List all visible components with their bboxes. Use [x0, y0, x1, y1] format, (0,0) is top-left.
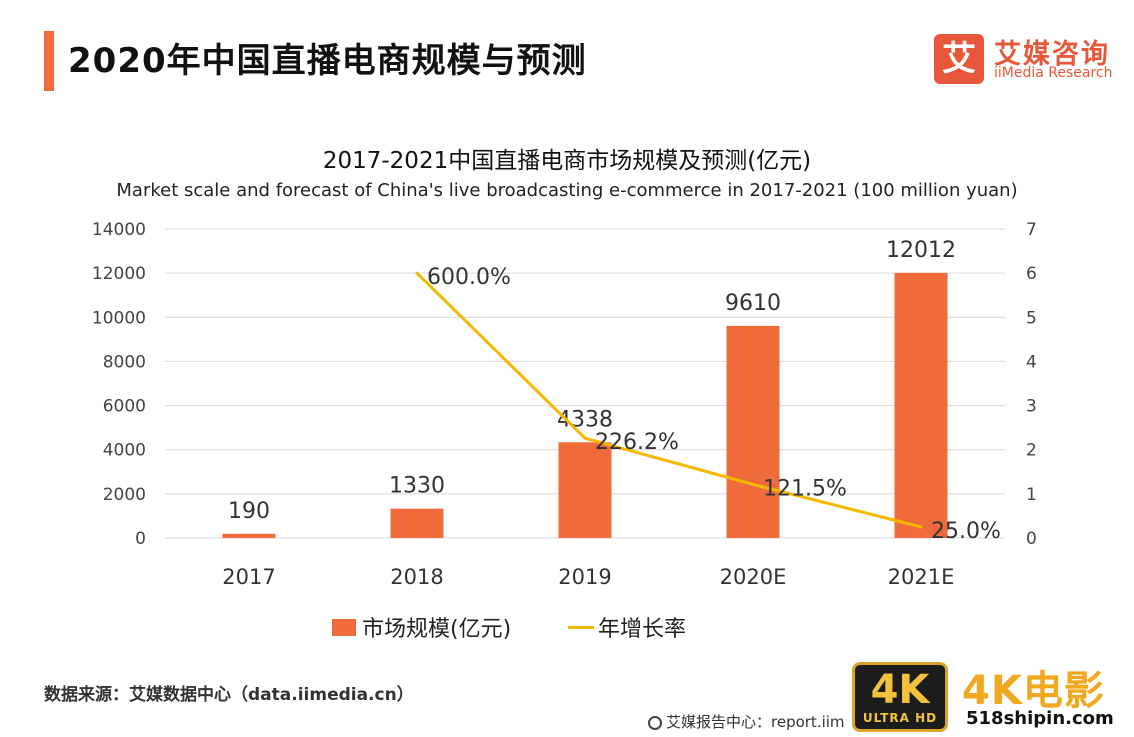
growth-rate-point: [415, 271, 419, 275]
logo-cn-text: 艾媒咨询: [994, 39, 1110, 70]
growth-rate-label: 25.0%: [931, 519, 1001, 544]
y-right-tick-label: 4: [1026, 352, 1037, 372]
y-right-tick-label: 3: [1026, 397, 1037, 417]
y-right-tick-label: 0: [1026, 529, 1037, 549]
growth-rate-point: [751, 482, 755, 486]
legend-line-swatch: [568, 626, 594, 629]
y-right-tick-label: 7: [1026, 220, 1037, 240]
watermark-brand: 4K电影: [962, 668, 1105, 714]
bar: [894, 272, 948, 538]
bar-value-label: 1330: [389, 474, 445, 499]
x-tick-label: 2018: [390, 565, 443, 589]
x-tick-label: 2020E: [720, 565, 787, 589]
logo-mark: 艾: [942, 39, 976, 79]
watermark-badge-top: 4K: [870, 667, 930, 713]
legend-line-label: 年增长率: [598, 617, 687, 642]
bar-value-label: 9610: [725, 291, 781, 316]
logo-en-text: iiMedia Research: [994, 65, 1113, 81]
bar: [390, 508, 444, 538]
y-right-tick-label: 6: [1026, 264, 1037, 284]
bar: [222, 533, 276, 538]
watermark-badge: 4K ULTRA HD: [852, 662, 948, 732]
data-source: 数据来源：艾媒数据中心（data.iimedia.cn）: [44, 685, 414, 705]
growth-rate-point: [583, 436, 587, 440]
footer-source-text: 艾媒报告中心：report.iim: [666, 713, 845, 731]
y-left-tick-label: 0: [135, 529, 146, 549]
y-left-tick-label: 6000: [103, 397, 146, 417]
growth-rate-label: 600.0%: [427, 265, 511, 290]
growth-rate-line: [415, 272, 922, 529]
chart-title: 2017-2021中国直播电商市场规模及预测(亿元): [322, 148, 812, 174]
market-scale-chart: 0 2000 4000 6000 8000 10000 12000 14000 0 1 2 3 4 5 6 7…: [92, 220, 1037, 589]
iimedia-logo: 艾 艾媒咨询 iiMedia Research: [934, 34, 1124, 86]
x-tick-label: 2019: [558, 565, 611, 589]
page-title: 2020年中国直播电商规模与预测: [68, 41, 587, 81]
y-right-tick-label: 5: [1026, 308, 1037, 328]
y-left-tick-label: 8000: [103, 352, 146, 372]
y-right-tick-label: 1: [1026, 485, 1037, 505]
y-left-tick-label: 14000: [92, 220, 146, 240]
x-tick-label: 2021E: [888, 565, 955, 589]
x-tick-label: 2017: [222, 565, 275, 589]
watermark-url: 518shipin.com: [966, 708, 1114, 729]
legend-bar-label: 市场规模(亿元): [362, 617, 512, 642]
y-left-tick-label: 2000: [103, 485, 146, 505]
bar: [726, 325, 780, 538]
bar-value-label: 190: [228, 499, 270, 524]
y-left-tick-label: 12000: [92, 264, 146, 284]
title-accent-bar: [44, 31, 54, 91]
growth-rate-label: 121.5%: [763, 476, 847, 501]
y-right-tick-label: 2: [1026, 441, 1037, 461]
globe-icon: [648, 716, 662, 730]
logo-icon: [934, 34, 984, 84]
chart-subtitle: Market scale and forecast of China's liv…: [116, 180, 1018, 201]
watermark-badge-bottom: ULTRA HD: [862, 711, 938, 725]
bar: [558, 442, 612, 538]
footer-source: 艾媒报告中心：report.iim: [648, 711, 845, 732]
legend-bar-swatch: [332, 619, 356, 636]
bar-value-label: 12012: [886, 238, 956, 263]
growth-rate-label: 226.2%: [595, 430, 679, 455]
y-left-tick-label: 10000: [92, 308, 146, 328]
y-left-tick-label: 4000: [103, 441, 146, 461]
growth-rate-point: [919, 525, 923, 529]
